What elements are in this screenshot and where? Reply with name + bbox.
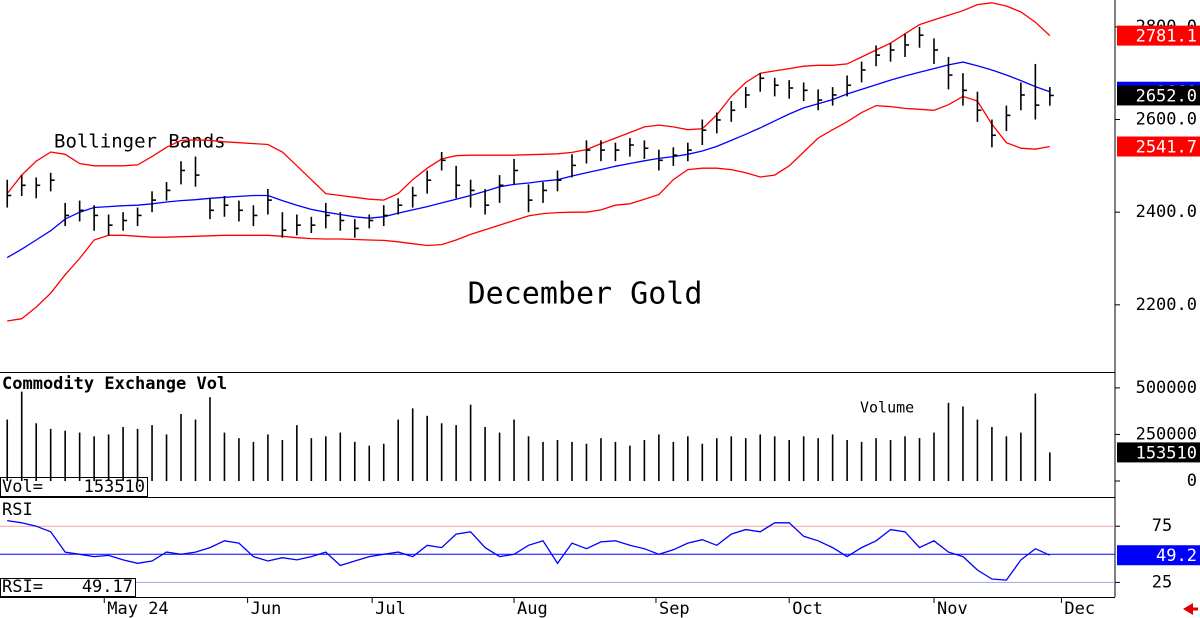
- panel-title: RSI: [2, 500, 33, 520]
- y-tick-label: 250000: [1136, 424, 1197, 444]
- panel-title: Commodity Exchange Vol: [2, 374, 227, 394]
- value-box: [1117, 442, 1200, 463]
- value-box-label: 2652.0: [1136, 86, 1197, 106]
- value-box: [1117, 25, 1200, 46]
- y-tick-label: 2600.0: [1136, 110, 1197, 130]
- value-box-label: 2541.7: [1136, 138, 1197, 158]
- y-tick-label: 25: [1152, 572, 1172, 592]
- x-tick-label: Jun: [251, 599, 282, 618]
- readout-label: RSI=: [2, 577, 43, 597]
- annotation: Bollinger Bands: [54, 131, 226, 153]
- x-tick-label: May 24: [107, 599, 168, 618]
- value-box-label: 153510: [1136, 443, 1197, 463]
- readout-box: [0, 578, 136, 597]
- readout-box: [0, 477, 148, 497]
- readout-value: 153510: [84, 477, 145, 497]
- rsi-line: [7, 519, 1051, 581]
- x-tick-label: Aug: [517, 599, 548, 618]
- value-box: [1117, 85, 1200, 106]
- x-tick-label: Sep: [659, 599, 690, 618]
- scroll-arrow: [1183, 603, 1193, 615]
- readout-value: 49.17: [82, 577, 133, 597]
- readout-label: Vol=: [2, 477, 43, 497]
- x-tick-label: Nov: [937, 599, 968, 618]
- bollinger-band: [6, 61, 1051, 259]
- y-tick-label: 2400.0: [1136, 202, 1197, 222]
- bollinger-band: [7, 95, 1050, 322]
- x-tick-label: Jul: [375, 599, 406, 618]
- value-box-label: 49.2: [1156, 546, 1197, 566]
- value-box: [1117, 545, 1200, 566]
- x-tick-label: Oct: [792, 599, 823, 618]
- chart-title: December Gold: [468, 277, 703, 312]
- value-box: [1117, 136, 1200, 157]
- value-box-label: 2781.1: [1136, 27, 1197, 47]
- y-tick-label: 75: [1152, 516, 1172, 536]
- y-tick-label: 500000: [1136, 378, 1197, 398]
- annotation: Volume: [860, 399, 914, 417]
- x-tick-label: Dec: [1064, 599, 1095, 618]
- y-tick-label: 0: [1187, 471, 1197, 491]
- y-tick-label: 2200.0: [1136, 295, 1197, 315]
